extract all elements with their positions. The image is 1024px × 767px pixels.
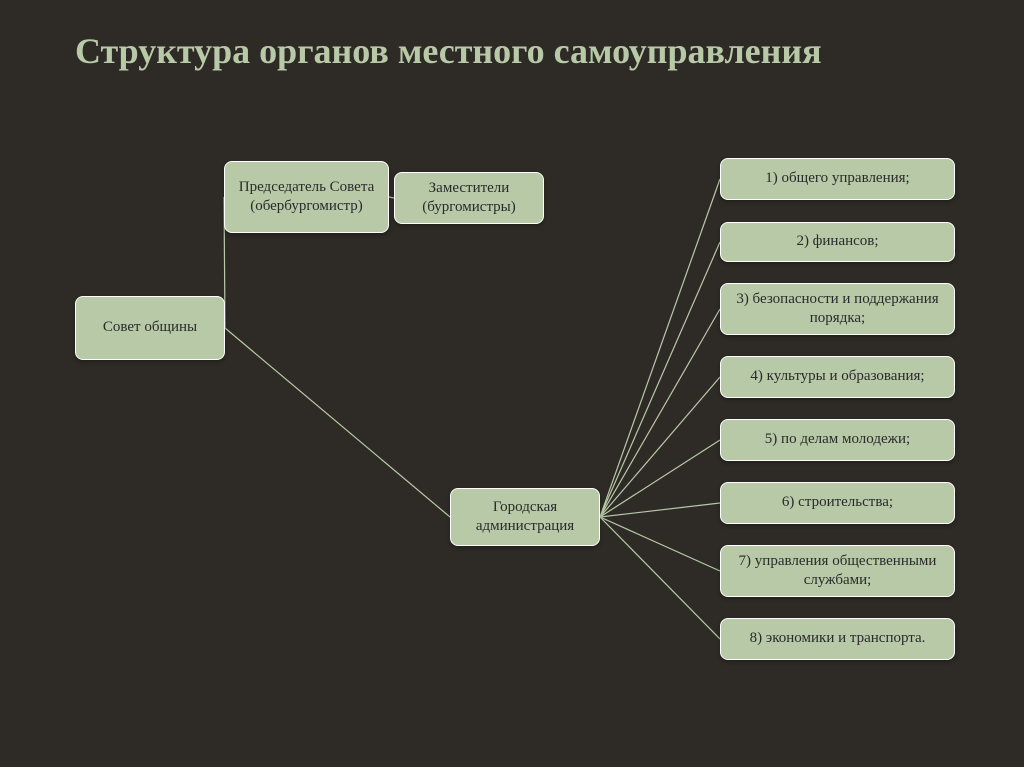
edge-council-admin [225,328,450,517]
node-admin: Городская администрация [450,488,600,546]
edge-admin-d3 [600,309,720,517]
edge-admin-d6 [600,503,720,517]
edge-admin-d4 [600,377,720,517]
node-d4: 4) культуры и образования; [720,356,955,398]
edge-admin-d5 [600,440,720,517]
node-d6: 6) строительства; [720,482,955,524]
node-d8: 8) экономики и транспорта. [720,618,955,660]
edge-admin-d1 [600,179,720,517]
edge-admin-d2 [600,242,720,517]
node-deputies: Заместители (бургомистры) [394,172,544,224]
node-d7: 7) управления общественными службами; [720,545,955,597]
node-chairman: Председатель Совета (обербургомистр) [224,161,389,233]
edge-admin-d8 [600,517,720,639]
node-d5: 5) по делам молодежи; [720,419,955,461]
edge-admin-d7 [600,517,720,571]
node-d3: 3) безопасности и поддержания порядка; [720,283,955,335]
node-d1: 1) общего управления; [720,158,955,200]
page-title: Структура органов местного самоуправлени… [75,30,925,73]
node-council: Совет общины [75,296,225,360]
node-d2: 2) финансов; [720,222,955,262]
